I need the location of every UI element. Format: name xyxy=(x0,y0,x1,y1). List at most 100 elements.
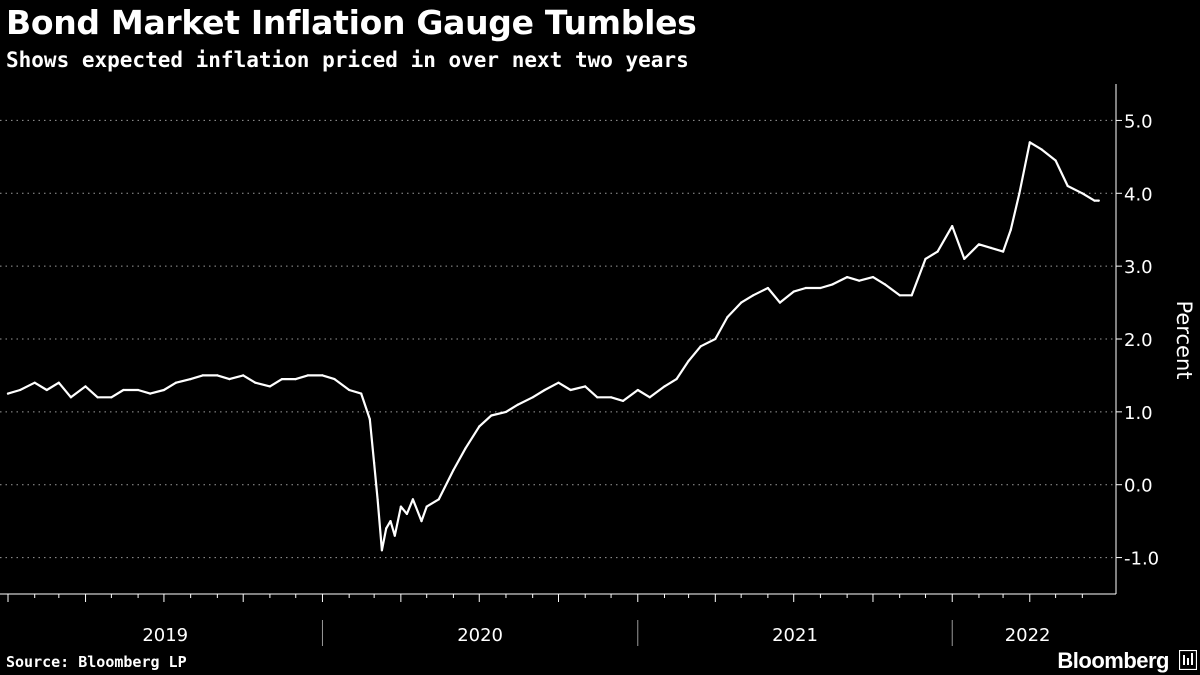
source-note: Source: Bloomberg LP xyxy=(6,653,187,671)
data-point xyxy=(464,447,467,450)
data-point xyxy=(385,527,388,530)
data-point xyxy=(189,378,192,381)
data-point xyxy=(425,505,428,508)
chart-subtitle: Shows expected inflation priced in over … xyxy=(6,48,689,72)
data-point xyxy=(254,381,257,384)
y-tick-label: 0.0 xyxy=(1124,476,1153,497)
data-point xyxy=(360,392,363,395)
data-point xyxy=(557,381,560,384)
data-point xyxy=(622,399,625,402)
data-point xyxy=(766,286,770,290)
data-point xyxy=(490,414,493,417)
data-point xyxy=(610,396,613,399)
data-point xyxy=(452,469,455,472)
data-point xyxy=(268,385,271,388)
data-point xyxy=(69,396,72,399)
data-point xyxy=(380,549,383,552)
x-year-label: 2022 xyxy=(1005,625,1051,646)
data-point xyxy=(437,498,440,501)
data-point xyxy=(936,250,939,253)
y-axis-title: Percent xyxy=(1172,300,1196,379)
data-point xyxy=(963,257,966,260)
data-point xyxy=(687,359,690,362)
data-point xyxy=(726,316,729,319)
data-point xyxy=(504,410,508,413)
data-point xyxy=(216,374,219,377)
data-point xyxy=(1054,159,1057,162)
data-point xyxy=(33,381,36,384)
data-point xyxy=(596,396,599,399)
data-point xyxy=(478,425,481,428)
data-point xyxy=(1066,184,1069,188)
data-point xyxy=(306,374,309,377)
data-point xyxy=(393,534,396,537)
data-point xyxy=(333,378,336,381)
data-point xyxy=(569,388,572,392)
data-point xyxy=(831,283,834,286)
data-point xyxy=(19,388,22,392)
data-point xyxy=(543,388,546,392)
data-point xyxy=(531,396,534,399)
data-point xyxy=(84,385,87,388)
data-point xyxy=(405,512,408,516)
data-point xyxy=(977,243,981,246)
data-point xyxy=(122,388,125,392)
y-tick-label: 5.0 xyxy=(1124,111,1153,132)
data-point xyxy=(792,290,795,293)
data-point xyxy=(1093,199,1096,202)
data-point xyxy=(924,257,927,260)
data-point xyxy=(1081,192,1084,195)
data-point xyxy=(373,461,376,464)
data-point xyxy=(149,392,152,395)
data-point xyxy=(137,388,140,392)
data-point xyxy=(348,388,351,392)
data-point xyxy=(910,294,913,297)
series-line xyxy=(6,141,1100,552)
data-point xyxy=(1018,192,1021,195)
data-point xyxy=(399,505,402,508)
data-point xyxy=(951,225,954,228)
data-point xyxy=(57,381,60,384)
y-tick-label: 4.0 xyxy=(1124,184,1153,205)
data-point xyxy=(110,396,113,399)
data-point xyxy=(6,392,10,395)
data-point xyxy=(1028,141,1031,144)
data-point xyxy=(871,276,875,279)
data-point xyxy=(228,378,231,381)
brand-wordmark: Bloomberg xyxy=(1057,648,1169,673)
data-point xyxy=(740,301,743,304)
data-point xyxy=(714,337,717,341)
data-point xyxy=(280,378,284,381)
x-year-label: 2020 xyxy=(457,625,503,646)
data-point xyxy=(858,279,861,282)
y-tick-label: 2.0 xyxy=(1124,330,1153,351)
data-point xyxy=(516,403,520,406)
data-point xyxy=(898,294,901,297)
data-point xyxy=(675,378,678,381)
data-point xyxy=(752,294,755,297)
y-tick-label: 1.0 xyxy=(1124,403,1153,424)
data-point xyxy=(321,374,324,377)
data-point xyxy=(819,286,822,290)
data-point xyxy=(376,498,379,501)
chart-title: Bond Market Inflation Gauge Tumbles xyxy=(6,3,697,42)
data-point xyxy=(1097,199,1100,202)
data-point xyxy=(1009,228,1012,231)
data-point xyxy=(162,388,165,392)
data-point xyxy=(96,396,99,399)
data-point xyxy=(389,520,392,523)
data-point xyxy=(883,283,887,286)
data-point xyxy=(584,385,587,388)
data-point xyxy=(699,345,702,348)
data-point xyxy=(411,498,414,501)
data-point xyxy=(368,418,371,421)
data-point xyxy=(1002,250,1005,253)
data-point xyxy=(648,396,651,399)
data-point xyxy=(45,388,48,392)
data-point xyxy=(1040,148,1043,151)
data-point xyxy=(989,246,993,249)
data-point xyxy=(294,378,297,381)
bloomberg-terminal-icon xyxy=(1179,650,1197,670)
data-point xyxy=(174,381,178,384)
